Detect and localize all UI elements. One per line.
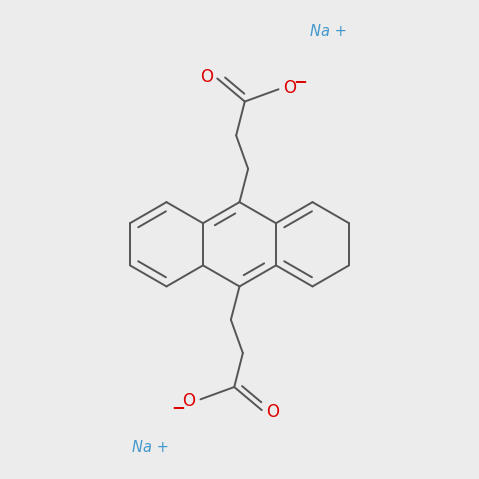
Text: O: O [284,79,297,97]
Text: O: O [182,392,195,410]
Text: −: − [294,72,308,90]
Text: −: − [171,399,185,416]
Text: Na +: Na + [310,23,346,39]
Text: O: O [266,403,279,421]
Text: Na +: Na + [133,440,169,456]
Text: O: O [200,68,213,86]
